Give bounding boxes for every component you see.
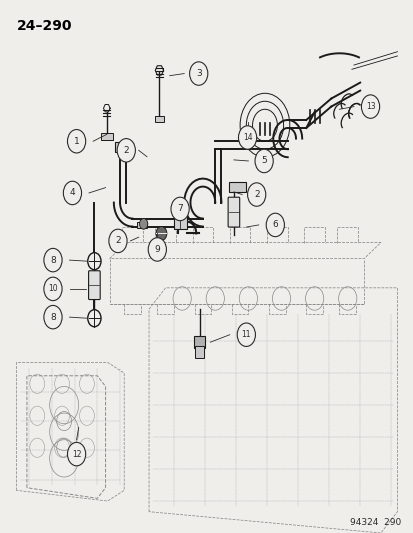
Circle shape	[44, 277, 62, 301]
Circle shape	[247, 183, 265, 206]
Text: 8: 8	[50, 256, 56, 264]
Text: 24–290: 24–290	[17, 19, 72, 33]
Text: 8: 8	[50, 313, 56, 321]
Circle shape	[361, 95, 379, 118]
Circle shape	[44, 305, 62, 329]
Circle shape	[44, 248, 62, 272]
Text: 9: 9	[154, 245, 160, 254]
Circle shape	[189, 62, 207, 85]
Text: 13: 13	[365, 102, 375, 111]
Bar	[115, 142, 131, 152]
Bar	[173, 214, 187, 229]
FancyBboxPatch shape	[88, 271, 100, 300]
FancyBboxPatch shape	[228, 197, 239, 227]
Text: 5: 5	[261, 157, 266, 165]
Text: 10: 10	[48, 285, 58, 293]
Circle shape	[63, 181, 81, 205]
Circle shape	[156, 227, 166, 240]
Circle shape	[171, 197, 189, 221]
Circle shape	[238, 126, 256, 149]
Circle shape	[88, 310, 101, 327]
Text: 11: 11	[241, 330, 250, 339]
Bar	[154, 116, 164, 122]
Bar	[228, 182, 245, 192]
Circle shape	[254, 149, 273, 173]
Circle shape	[139, 219, 147, 229]
Bar	[136, 222, 147, 228]
Circle shape	[148, 238, 166, 261]
Circle shape	[117, 139, 135, 162]
Text: 2: 2	[115, 237, 121, 245]
Text: 7: 7	[177, 205, 183, 213]
Text: 94324  290: 94324 290	[349, 518, 401, 527]
Bar	[195, 346, 203, 358]
Text: 14: 14	[242, 133, 252, 142]
Text: 4: 4	[69, 189, 75, 197]
Text: 12: 12	[72, 450, 81, 458]
Text: 3: 3	[195, 69, 201, 78]
Text: 2: 2	[123, 146, 129, 155]
Bar	[193, 336, 205, 348]
Circle shape	[88, 253, 101, 270]
Circle shape	[67, 442, 85, 466]
Circle shape	[237, 323, 255, 346]
Circle shape	[67, 130, 85, 153]
Text: 2: 2	[253, 190, 259, 199]
Text: 1: 1	[74, 137, 79, 146]
Circle shape	[266, 213, 284, 237]
Circle shape	[109, 229, 127, 253]
Bar	[101, 133, 113, 140]
Text: 6: 6	[272, 221, 278, 229]
